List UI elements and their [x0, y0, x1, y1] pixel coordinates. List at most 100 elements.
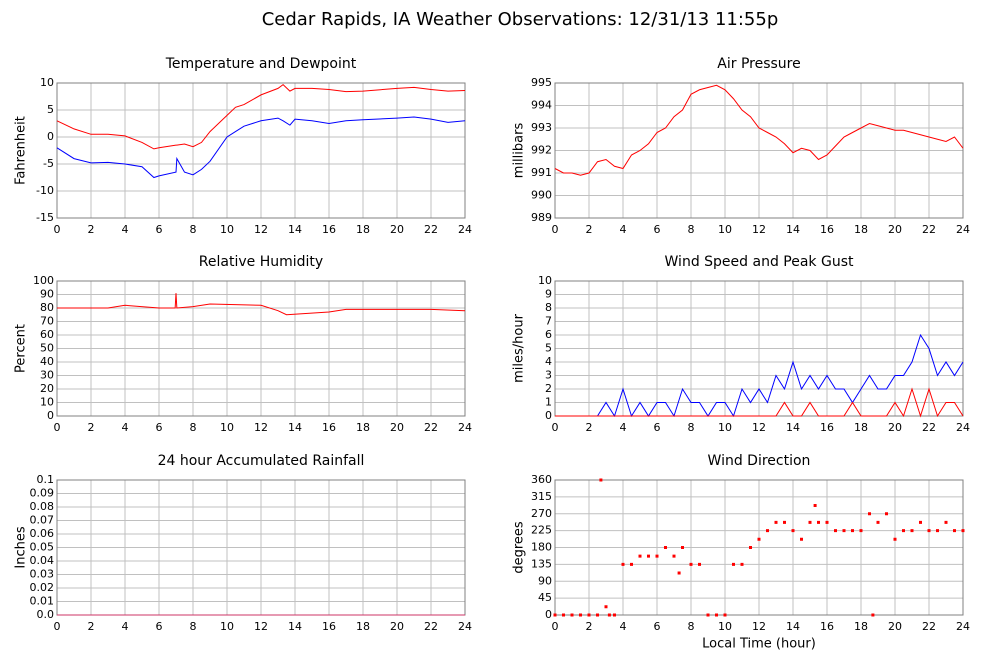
y-tick-label: 3	[545, 369, 552, 382]
x-tick-label: 8	[688, 223, 695, 236]
data-point	[732, 562, 735, 566]
x-tick-label: 16	[820, 620, 834, 633]
y-tick-label: 180	[531, 541, 552, 554]
x-tick-label: 10	[220, 620, 234, 633]
y-tick-label: 6	[545, 328, 552, 341]
y-tick-label: 60	[40, 328, 54, 341]
x-tick-label: 4	[122, 620, 129, 633]
data-point	[740, 562, 744, 566]
x-tick-label: 16	[820, 223, 834, 236]
x-tick-label: 4	[122, 421, 129, 434]
y-tick-label: 10	[538, 274, 552, 287]
y-tick-label: 9	[545, 288, 552, 301]
x-tick-label: 24	[458, 223, 472, 236]
x-tick-label: 8	[190, 421, 197, 434]
main-title: Cedar Rapids, IA Weather Observations: 1…	[262, 9, 779, 30]
y-tick-label: 135	[531, 557, 552, 570]
data-point	[851, 529, 854, 533]
x-tick-label: 22	[922, 421, 936, 434]
x-tick-label: 4	[620, 620, 627, 633]
x-tick-label: 18	[854, 620, 868, 633]
y-tick-label: 2	[545, 382, 552, 395]
x-tick-label: 6	[654, 620, 661, 633]
x-tick-label: 4	[122, 223, 129, 236]
x-tick-label: 2	[88, 223, 95, 236]
x-tick-label: 10	[718, 223, 732, 236]
data-point	[766, 529, 769, 533]
data-point	[723, 613, 727, 617]
x-tick-label: 20	[888, 620, 902, 633]
x-tick-label: 20	[390, 620, 404, 633]
y-tick-label: -15	[36, 211, 54, 224]
plot-title: Wind Direction	[708, 453, 811, 469]
data-line	[56, 116, 466, 179]
y-tick-label: 20	[40, 382, 54, 395]
x-tick-label: 18	[356, 620, 370, 633]
data-line	[555, 333, 964, 418]
y-tick-label: 989	[531, 211, 552, 224]
x-tick-label: 12	[752, 620, 766, 633]
y-tick-label: -10	[36, 184, 54, 197]
y-tick-label: 995	[531, 76, 552, 89]
data-point	[871, 613, 875, 617]
data-point	[825, 520, 829, 524]
x-tick-label: 20	[888, 421, 902, 434]
data-line	[554, 84, 964, 176]
x-tick-label: 6	[156, 223, 163, 236]
data-point	[638, 554, 642, 558]
data-point	[893, 537, 897, 541]
x-tick-label: 0	[54, 421, 61, 434]
x-tick-label: 14	[786, 620, 800, 633]
y-tick-label: 0.01	[30, 595, 55, 608]
data-point	[842, 529, 846, 533]
y-axis-label: miles/hour	[512, 313, 527, 382]
x-tick-label: 0	[552, 620, 559, 633]
x-axis-label: Local Time (hour)	[702, 637, 816, 652]
data-point	[689, 562, 693, 566]
y-tick-label: 0.06	[30, 527, 55, 540]
x-tick-label: 24	[956, 620, 970, 633]
y-tick-label: 993	[531, 121, 552, 134]
y-tick-label: 70	[40, 315, 54, 328]
data-line	[57, 293, 466, 316]
y-tick-label: 270	[531, 507, 552, 520]
data-point	[655, 554, 659, 558]
x-tick-label: 24	[458, 620, 472, 633]
x-tick-label: 16	[322, 421, 336, 434]
data-point	[672, 554, 676, 558]
data-point	[562, 613, 565, 617]
x-tick-label: 20	[888, 223, 902, 236]
y-tick-label: 50	[40, 342, 54, 355]
x-tick-label: 8	[688, 421, 695, 434]
x-tick-label: 2	[586, 421, 593, 434]
y-tick-label: 0.09	[30, 487, 55, 500]
data-line	[555, 387, 964, 418]
x-tick-label: 6	[156, 421, 163, 434]
data-point	[757, 537, 761, 541]
x-tick-label: 18	[356, 223, 370, 236]
plot-title: Relative Humidity	[199, 254, 323, 270]
x-tick-label: 10	[220, 421, 234, 434]
y-tick-label: 0.08	[30, 500, 55, 513]
y-axis-label: degrees	[512, 521, 527, 574]
x-tick-label: 10	[220, 223, 234, 236]
x-tick-label: 0	[552, 223, 559, 236]
y-tick-label: 0.07	[30, 514, 55, 527]
data-point	[613, 613, 616, 617]
data-point	[553, 613, 557, 617]
data-point	[902, 529, 905, 533]
y-tick-label: -5	[43, 157, 54, 170]
x-tick-label: 20	[390, 223, 404, 236]
y-tick-label: 100	[33, 274, 54, 287]
y-tick-label: 0.02	[30, 581, 55, 594]
y-tick-label: 990	[531, 189, 552, 202]
data-point	[706, 613, 710, 617]
plot-frame	[554, 82, 964, 219]
data-point	[791, 529, 795, 533]
data-point	[774, 520, 778, 524]
y-axis-label: Inches	[14, 526, 29, 568]
data-point	[885, 512, 888, 516]
y-axis-label: Percent	[14, 324, 29, 373]
x-tick-label: 22	[424, 620, 438, 633]
